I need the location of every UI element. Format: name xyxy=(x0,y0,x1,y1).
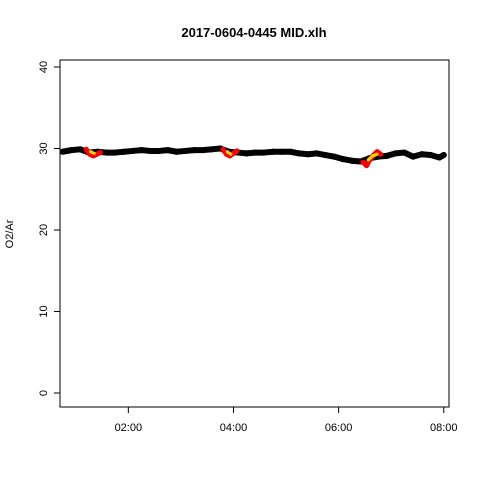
y-tick-label: 40 xyxy=(38,61,50,73)
x-tick-label: 04:00 xyxy=(220,422,248,434)
x-tick-label: 08:00 xyxy=(430,422,458,434)
series-1-point xyxy=(234,148,240,154)
y-axis-label: O2/Ar xyxy=(4,219,16,248)
series-1-point xyxy=(97,150,103,156)
series-1-point xyxy=(378,151,384,157)
series-2-point xyxy=(229,152,233,156)
series-2-point xyxy=(375,152,379,156)
y-tick-label: 10 xyxy=(38,305,50,317)
y-tick-label: 20 xyxy=(38,224,50,236)
chart-title: 2017-0604-0445 MID.xlh xyxy=(181,25,326,40)
y-tick-label: 30 xyxy=(38,142,50,154)
series-0-point xyxy=(440,152,447,159)
y-axis: 0 10 20 30 40 xyxy=(38,61,60,396)
x-tick-label: 06:00 xyxy=(325,422,353,434)
x-tick-label: 02:00 xyxy=(115,422,143,434)
y-tick-label: 0 xyxy=(38,390,50,396)
x-axis: 02:00 04:00 06:00 08:00 xyxy=(115,407,458,434)
plot-frame xyxy=(59,59,450,408)
series-2-point xyxy=(92,151,96,155)
series-layer xyxy=(59,145,447,169)
series-0 xyxy=(59,145,447,165)
series-2 xyxy=(89,150,379,162)
